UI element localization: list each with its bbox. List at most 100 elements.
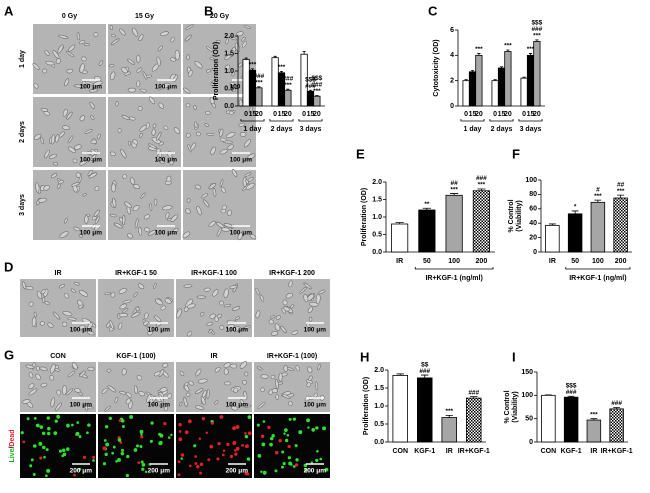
cell bbox=[90, 154, 97, 161]
stained-cell bbox=[33, 416, 37, 420]
cell bbox=[28, 383, 35, 390]
cell bbox=[49, 136, 53, 144]
cell bbox=[216, 313, 222, 319]
cell bbox=[39, 366, 48, 372]
cell bbox=[170, 214, 178, 223]
cell bbox=[58, 179, 64, 185]
cell bbox=[188, 70, 193, 77]
micrograph bbox=[98, 362, 174, 412]
x-tick-label: IR+KGF-1 bbox=[458, 448, 490, 455]
cell bbox=[230, 46, 236, 57]
bar-label: 0 bbox=[522, 111, 526, 118]
cell bbox=[122, 174, 128, 180]
cell bbox=[237, 232, 243, 241]
cell bbox=[290, 304, 295, 309]
stained-cell bbox=[269, 436, 274, 441]
group-bracket bbox=[240, 119, 265, 122]
cell bbox=[154, 315, 162, 322]
cell bbox=[281, 393, 291, 399]
cell bbox=[64, 78, 70, 87]
group-bracket bbox=[489, 119, 514, 122]
row-label-part: / bbox=[9, 447, 16, 449]
cell bbox=[280, 325, 287, 334]
cell bbox=[50, 173, 58, 179]
x-tick-label: IR+KGF-1 bbox=[601, 448, 633, 455]
row-label-part: Dead bbox=[9, 429, 16, 446]
micrograph bbox=[98, 279, 174, 337]
cell bbox=[315, 381, 319, 391]
cell bbox=[139, 124, 147, 132]
cell bbox=[40, 108, 49, 112]
significance: *** bbox=[278, 64, 286, 71]
significance: ### bbox=[468, 389, 479, 396]
significance: $$$ bbox=[311, 75, 322, 82]
stained-cell bbox=[159, 433, 164, 438]
stained-cell bbox=[62, 452, 67, 457]
cell bbox=[225, 38, 229, 45]
cell bbox=[110, 38, 120, 45]
cell bbox=[299, 286, 307, 294]
stained-cell bbox=[284, 438, 289, 443]
significance: *** bbox=[594, 193, 602, 200]
cell bbox=[28, 301, 34, 307]
cell bbox=[90, 115, 95, 120]
cell bbox=[220, 186, 226, 194]
cell bbox=[133, 385, 138, 394]
cell bbox=[275, 394, 279, 400]
cell bbox=[313, 392, 318, 398]
scale-label: 100 μm bbox=[230, 157, 253, 164]
cell bbox=[234, 326, 242, 331]
cell bbox=[40, 137, 44, 145]
cell bbox=[122, 299, 132, 304]
cell bbox=[244, 172, 252, 177]
cell bbox=[113, 222, 123, 229]
cell bbox=[121, 67, 128, 74]
cell bbox=[87, 170, 93, 176]
cell bbox=[163, 406, 168, 412]
cell bbox=[21, 281, 27, 290]
cell bbox=[62, 310, 73, 317]
scale-label: 100 μm bbox=[304, 327, 327, 334]
bar bbox=[255, 87, 263, 107]
cell bbox=[245, 183, 255, 190]
cell bbox=[33, 133, 42, 141]
cell bbox=[164, 297, 172, 304]
cell bbox=[93, 209, 100, 217]
stained-cell bbox=[75, 431, 80, 436]
y-axis-label: (Viability) bbox=[512, 391, 519, 422]
column-label: IR bbox=[211, 353, 218, 360]
cell bbox=[208, 220, 216, 228]
cell bbox=[219, 137, 227, 142]
stained-cell bbox=[66, 423, 70, 428]
cell bbox=[226, 319, 237, 323]
stained-cell bbox=[125, 473, 130, 478]
stained-cell bbox=[274, 450, 279, 455]
micrograph bbox=[32, 24, 106, 94]
error-bar bbox=[571, 210, 579, 214]
cell bbox=[61, 321, 68, 327]
stained-cell bbox=[199, 471, 202, 475]
cell bbox=[132, 205, 140, 212]
cell bbox=[185, 103, 191, 108]
cell bbox=[196, 205, 202, 216]
stained-cell bbox=[233, 449, 237, 452]
micrograph bbox=[183, 97, 256, 167]
stained-cell bbox=[111, 451, 115, 455]
stained-cell bbox=[222, 449, 226, 452]
panel-letter: H bbox=[360, 349, 369, 364]
stained-cell bbox=[45, 474, 48, 478]
cell bbox=[148, 96, 156, 105]
stained-cell bbox=[241, 444, 244, 447]
x-tick-label: 200 bbox=[476, 258, 488, 265]
cell bbox=[110, 292, 116, 298]
cell bbox=[255, 287, 260, 296]
stained-cell bbox=[286, 434, 290, 437]
stained-cell bbox=[207, 458, 211, 462]
cell bbox=[44, 300, 50, 306]
cell bbox=[138, 390, 146, 397]
cell bbox=[101, 388, 108, 394]
cell bbox=[109, 151, 116, 157]
y-axis-label: Cytotoxicity (OD) bbox=[433, 39, 440, 96]
cell bbox=[206, 388, 210, 399]
stained-cell bbox=[86, 431, 89, 435]
